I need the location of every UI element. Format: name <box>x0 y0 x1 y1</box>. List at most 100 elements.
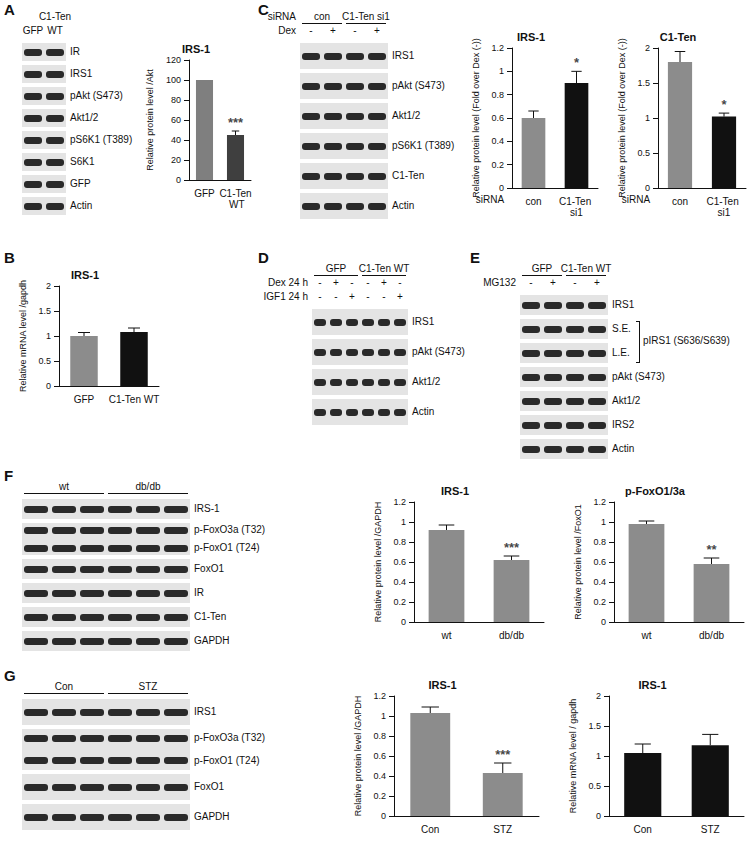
svg-text:1.2: 1.2 <box>373 691 386 701</box>
svg-text:*: * <box>574 55 580 70</box>
svg-text:Relative mRNA level /gapdh: Relative mRNA level /gapdh <box>18 280 28 392</box>
html-text:p-FoxO1 (T24): p-FoxO1 (T24) <box>194 754 260 766</box>
html-text:GFP WT: GFP WT <box>22 25 63 36</box>
svg-text:con: con <box>525 196 541 207</box>
svg-text:p-FoxO1/3a: p-FoxO1/3a <box>625 485 686 497</box>
html-text:C1-Ten: C1-Ten <box>38 11 72 22</box>
html-text:G: G <box>4 667 16 684</box>
svg-text:0.4: 0.4 <box>373 771 386 781</box>
svg-text:db/db: db/db <box>499 630 524 641</box>
svg-text:0: 0 <box>596 811 601 821</box>
svg-text:Relative protein level /GAPDH: Relative protein level /GAPDH <box>373 502 383 623</box>
svg-text:120: 120 <box>166 55 181 65</box>
svg-text:1.5: 1.5 <box>637 78 650 88</box>
svg-text:db/db: db/db <box>699 630 724 641</box>
svg-text:GFP: GFP <box>74 394 95 405</box>
svg-text:1.2: 1.2 <box>491 43 504 53</box>
svg-text:1.5: 1.5 <box>38 306 51 316</box>
html-text:A: A <box>4 1 15 18</box>
svg-text:1.2: 1.2 <box>593 497 606 507</box>
svg-text:si1: si1 <box>718 207 731 218</box>
svg-text:0.2: 0.2 <box>593 597 606 607</box>
html-text:CsiRNA: CsiRNA <box>258 1 296 22</box>
svg-text:1: 1 <box>381 711 386 721</box>
svg-text:C1-Ten WT: C1-Ten WT <box>109 394 160 405</box>
svg-text:C1-Ten: C1-Ten <box>660 31 697 43</box>
svg-text:80: 80 <box>171 95 181 105</box>
svg-text:siRNA: siRNA <box>476 194 505 205</box>
svg-text:0: 0 <box>499 183 504 193</box>
svg-text:0.6: 0.6 <box>593 557 606 567</box>
svg-text:2: 2 <box>645 43 650 53</box>
svg-text:2: 2 <box>596 691 601 701</box>
svg-text:1: 1 <box>401 517 406 527</box>
svg-text:0.6: 0.6 <box>393 557 406 567</box>
svg-text:***: *** <box>504 540 520 555</box>
svg-text:0.2: 0.2 <box>393 597 406 607</box>
svg-text:0.8: 0.8 <box>393 537 406 547</box>
svg-text:0: 0 <box>601 617 606 627</box>
svg-text:GFP: GFP <box>194 188 215 199</box>
svg-text:IRS-1: IRS-1 <box>441 485 469 497</box>
svg-text:0.5: 0.5 <box>637 148 650 158</box>
svg-text:WT: WT <box>226 199 244 210</box>
svg-text:0.8: 0.8 <box>491 90 504 100</box>
svg-text:1: 1 <box>499 66 504 76</box>
svg-text:Relative protein level (Fold o: Relative protein level (Fold over Dex (-… <box>617 38 627 198</box>
svg-text:**: ** <box>706 542 717 557</box>
svg-text:0.6: 0.6 <box>491 113 504 123</box>
svg-text:0: 0 <box>381 811 386 821</box>
svg-text:60: 60 <box>171 115 181 125</box>
svg-text:C1-Ten: C1-Ten <box>706 196 741 207</box>
svg-text:0.8: 0.8 <box>593 537 606 547</box>
svg-text:0.4: 0.4 <box>491 136 504 146</box>
svg-text:IRS-1: IRS-1 <box>428 679 456 691</box>
svg-text:0.5: 0.5 <box>588 781 601 791</box>
svg-text:Relative protein level (Fold o: Relative protein level (Fold over Dex (-… <box>471 38 481 198</box>
svg-text:Relative mRNA level / gapdh: Relative mRNA level / gapdh <box>568 699 578 814</box>
svg-text:Relative protein level /FoxO1: Relative protein level /FoxO1 <box>573 504 583 620</box>
svg-text:wt: wt <box>641 630 652 641</box>
svg-text:0.5: 0.5 <box>38 356 51 366</box>
svg-text:C1-Ten: C1-Ten <box>559 196 594 207</box>
html-text:p-FoxO3a (T32): p-FoxO3a (T32) <box>194 732 266 744</box>
svg-text:IRS-1: IRS-1 <box>182 43 210 55</box>
svg-text:Relative protein level /Akt: Relative protein level /Akt <box>145 69 155 171</box>
svg-text:Con: Con <box>421 824 439 835</box>
svg-text:0: 0 <box>176 175 181 185</box>
svg-text:0: 0 <box>46 381 51 391</box>
svg-text:1: 1 <box>645 113 650 123</box>
svg-text:Con: Con <box>634 824 652 835</box>
svg-text:IRS-1: IRS-1 <box>638 679 666 691</box>
svg-text:100: 100 <box>166 75 181 85</box>
svg-text:0.2: 0.2 <box>373 791 386 801</box>
svg-text:C1-Ten: C1-Ten <box>219 188 251 199</box>
svg-text:40: 40 <box>171 135 181 145</box>
svg-text:0.6: 0.6 <box>373 751 386 761</box>
svg-text:0.8: 0.8 <box>373 731 386 741</box>
svg-text:20: 20 <box>171 155 181 165</box>
svg-text:0: 0 <box>401 617 406 627</box>
svg-text:IRS-1: IRS-1 <box>71 269 99 281</box>
svg-text:STZ: STZ <box>701 824 720 835</box>
svg-text:***: *** <box>495 747 511 762</box>
svg-text:2: 2 <box>46 281 51 291</box>
svg-text:0.4: 0.4 <box>393 577 406 587</box>
svg-text:0.2: 0.2 <box>491 160 504 170</box>
svg-text:Relative protein level /GAPDH: Relative protein level /GAPDH <box>353 696 363 817</box>
svg-text:IRS-1: IRS-1 <box>517 31 545 43</box>
svg-text:con: con <box>672 196 688 207</box>
svg-text:wt: wt <box>441 630 452 641</box>
svg-text:0: 0 <box>645 183 650 193</box>
svg-text:1.2: 1.2 <box>393 497 406 507</box>
svg-text:1: 1 <box>46 331 51 341</box>
svg-text:0.4: 0.4 <box>593 577 606 587</box>
svg-text:***: *** <box>228 115 244 130</box>
svg-text:si1: si1 <box>570 207 583 218</box>
svg-text:siRNA: siRNA <box>622 194 651 205</box>
svg-text:1: 1 <box>601 517 606 527</box>
svg-text:*: * <box>721 97 727 112</box>
svg-text:STZ: STZ <box>493 824 512 835</box>
svg-text:1.5: 1.5 <box>588 721 601 731</box>
svg-text:1: 1 <box>596 751 601 761</box>
